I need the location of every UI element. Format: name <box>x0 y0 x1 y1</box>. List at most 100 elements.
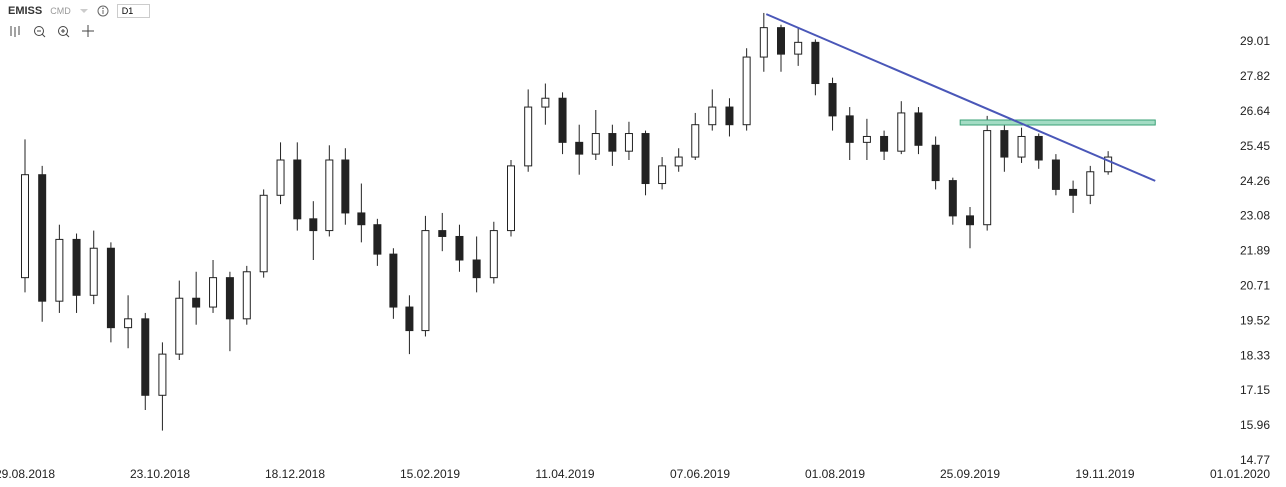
candle-body <box>455 235 464 261</box>
candle-body <box>158 353 167 396</box>
candle-body <box>438 230 447 237</box>
header: EMISS CMD D1 <box>8 4 151 18</box>
candle-body <box>175 297 184 355</box>
candle-body <box>541 97 550 108</box>
candle-body <box>89 247 98 296</box>
candle-body <box>242 271 251 320</box>
zoom-in-button[interactable] <box>58 26 70 38</box>
candle-body <box>845 115 854 143</box>
y-tick-label: 21.89 <box>1240 244 1270 258</box>
candle-body <box>558 97 567 143</box>
candle-body <box>357 212 366 226</box>
chart-type-button[interactable] <box>10 26 20 37</box>
x-tick-label: 01.08.2019 <box>805 467 865 481</box>
candle-body <box>794 41 803 55</box>
candle-body <box>725 106 734 126</box>
candle-body <box>225 277 234 320</box>
x-tick-label: 23.10.2018 <box>130 467 190 481</box>
candle-body <box>421 230 430 332</box>
candle-body <box>141 318 150 396</box>
candle-body <box>489 230 498 279</box>
candle-body <box>777 27 785 55</box>
x-tick-label: 15.02.2019 <box>400 467 460 481</box>
timeframe-select[interactable]: D1 <box>116 4 151 18</box>
candle-body <box>862 135 871 143</box>
source[interactable]: CMD <box>50 6 71 16</box>
timeframe: D1 <box>121 6 134 16</box>
candle-body <box>124 318 133 329</box>
candle-body <box>373 224 382 255</box>
candle-body <box>259 194 268 273</box>
candle-body <box>880 135 889 152</box>
candle-body <box>1104 156 1113 173</box>
candle-body <box>325 159 334 232</box>
candle-body <box>1051 159 1060 190</box>
dropdown-arrow <box>79 9 88 13</box>
candle-body <box>914 112 923 146</box>
candle-body <box>72 238 81 296</box>
candle-body <box>658 165 667 185</box>
info-icon[interactable] <box>97 5 109 17</box>
candle-body <box>341 159 350 214</box>
x-tick-label: 07.06.2019 <box>670 467 730 481</box>
candle-body <box>691 124 700 158</box>
candle-body <box>55 238 64 302</box>
y-tick-label: 29.01 <box>1240 34 1270 48</box>
candle-body <box>405 306 414 332</box>
candle-body <box>624 133 633 152</box>
y-tick-label: 24.26 <box>1240 174 1270 188</box>
x-tick-label: 19.11.2019 <box>1075 467 1134 481</box>
x-tick-label: 01.01.2020 <box>1210 467 1270 481</box>
candle-body <box>293 159 302 220</box>
candle-body <box>897 112 906 152</box>
y-tick-label: 20.71 <box>1240 278 1270 292</box>
candle-body <box>1034 135 1043 161</box>
x-tick-label: 25.09.2019 <box>940 467 1000 481</box>
candle-body <box>309 218 318 232</box>
y-tick-label: 18.33 <box>1240 348 1270 362</box>
candle-body <box>742 56 751 126</box>
candle-body <box>106 247 115 329</box>
candle-body <box>966 215 974 226</box>
x-tick-label: 18.12.2018 <box>265 467 325 481</box>
candle-body <box>708 106 717 126</box>
candle-body <box>983 130 992 226</box>
y-tick-label: 25.45 <box>1240 139 1270 153</box>
candle-body <box>674 156 683 167</box>
y-tick-label: 23.08 <box>1240 209 1270 223</box>
candle-body <box>759 27 768 58</box>
resistance-zone <box>959 119 1156 126</box>
y-tick-label: 26.64 <box>1240 104 1270 118</box>
candle-body <box>1069 188 1078 196</box>
candle-body <box>389 253 398 308</box>
candle-body <box>575 141 584 155</box>
y-tick-label: 19.52 <box>1240 313 1270 327</box>
candle-body <box>811 41 820 85</box>
candle-body <box>948 180 957 217</box>
trendline <box>765 13 1156 182</box>
x-tick-label: 29.08.2018 <box>0 467 55 481</box>
candle-body <box>608 133 617 152</box>
candle-body <box>507 165 515 232</box>
x-tick-label: 11.04.2019 <box>535 467 594 481</box>
candle-body <box>1086 171 1095 196</box>
symbol: EMISS <box>8 5 43 17</box>
y-tick-label: 27.82 <box>1240 69 1270 83</box>
pan-button[interactable] <box>82 25 94 37</box>
candle-body <box>21 174 29 279</box>
y-tick-label: 15.96 <box>1240 418 1270 432</box>
candle-body <box>641 133 650 185</box>
candle-body <box>931 144 940 182</box>
y-tick-label: 14.77 <box>1240 453 1270 467</box>
zoom-out-button[interactable] <box>34 26 46 38</box>
candle-body <box>1000 130 1009 158</box>
candle-body <box>209 277 218 308</box>
candle-body <box>591 133 600 155</box>
candle-body <box>192 297 201 308</box>
candle-body <box>828 83 837 117</box>
candle-body <box>38 174 47 302</box>
toolbar <box>10 25 94 38</box>
candle-body <box>524 106 533 167</box>
